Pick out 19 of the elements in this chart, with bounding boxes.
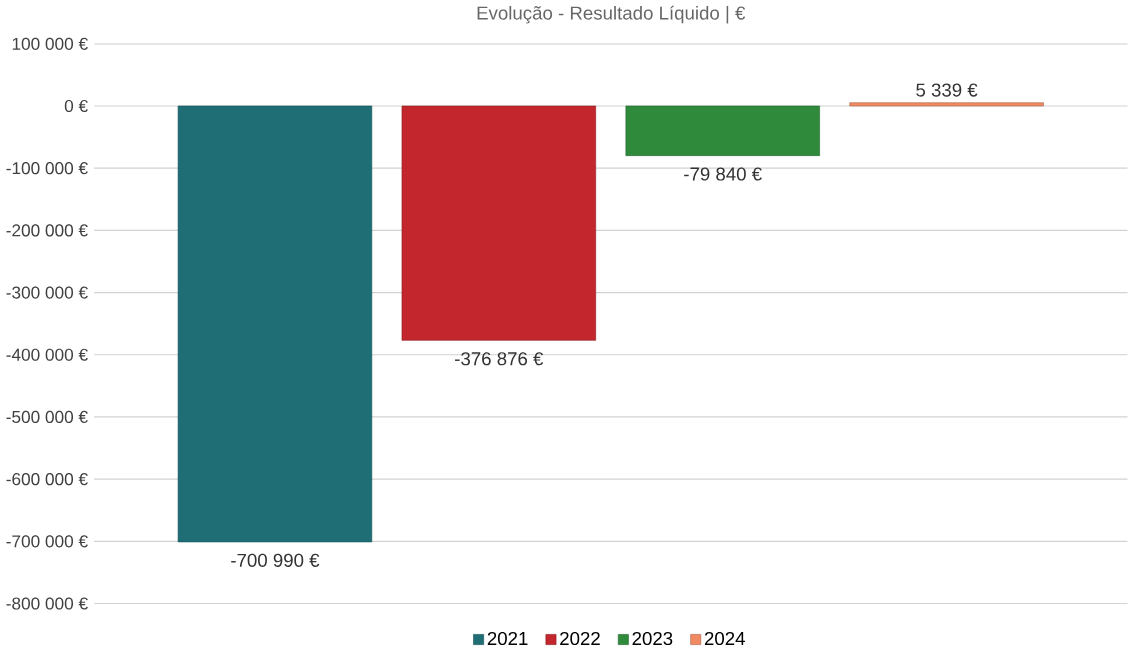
data-label: -79 840 € [684, 167, 762, 181]
y-tick-label: 100 000 € [12, 37, 88, 50]
chart-title: Evolução - Resultado Líquido | € [477, 5, 746, 24]
data-label: 5 339 € [916, 83, 978, 97]
y-tick-label: -400 000 € [6, 348, 88, 361]
y-tick-label: -100 000 € [6, 161, 88, 175]
legend-label: 2024 [704, 631, 745, 645]
y-tick-label: -500 000 € [6, 410, 88, 423]
y-tick-label: -600 000 € [6, 472, 88, 486]
y-tick-label: -300 000 € [6, 286, 88, 299]
legend-label: 2021 [487, 631, 528, 645]
y-tick-label: -800 000 € [6, 597, 88, 610]
data-label: -376 876 € [455, 352, 544, 366]
legend-label: 2022 [560, 631, 600, 645]
data-label: -700 990 € [231, 553, 320, 567]
y-tick-label: -700 000 € [6, 535, 88, 548]
y-tick-label: 0 € [64, 99, 88, 112]
legend-label: 2023 [632, 631, 673, 645]
y-tick-label: -200 000 € [6, 224, 88, 237]
